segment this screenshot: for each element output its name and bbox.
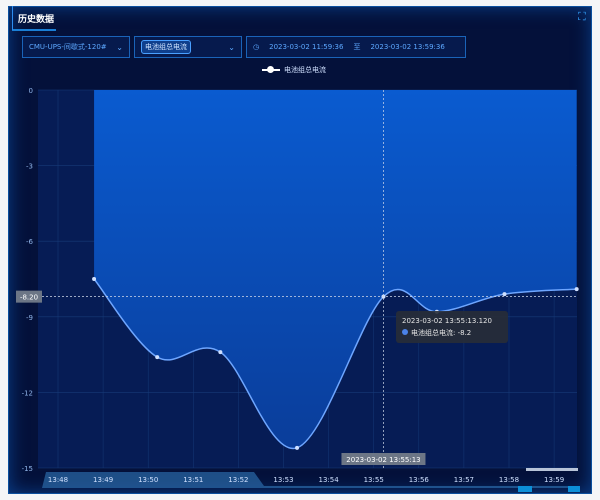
data-point (155, 355, 160, 360)
zoom-handle-right[interactable] (568, 486, 580, 492)
y-tick-label: -12 (22, 389, 33, 397)
data-point (574, 287, 579, 292)
x-tick-label: 13:51 (183, 476, 203, 484)
x-tick-label: 13:52 (228, 476, 248, 484)
chevron-down-icon: ⌄ (228, 42, 235, 52)
x-tick-label: 13:57 (454, 476, 474, 484)
tooltip-series: 电池组总电流 (411, 329, 453, 337)
x-tick-label: 13:59 (544, 476, 564, 484)
y-tick-label: -3 (26, 163, 33, 171)
metric-tag[interactable]: 电池组总电流 (141, 40, 191, 54)
zoom-handle-left[interactable] (518, 486, 532, 492)
tooltip: 2023-03-02 13:55:13.120 电池组总电流: -8.2 (396, 311, 508, 343)
area-fill (94, 90, 577, 449)
end-date[interactable]: 2023-03-02 13:59:36 (370, 43, 445, 51)
clock-icon: ◷ (253, 43, 260, 51)
data-point (502, 292, 507, 297)
x-tick-label: 13:53 (273, 476, 293, 484)
date-range-picker[interactable]: ◷ 2023-03-02 11:59:36 至 2023-03-02 13:59:36 (246, 36, 466, 58)
data-point (218, 350, 223, 355)
data-point (295, 445, 300, 450)
y-tick-label: -15 (22, 465, 33, 473)
x-tick-label: 13:48 (48, 476, 68, 484)
legend-label: 电池组总电流 (284, 66, 326, 74)
zoom-slider-bar (526, 468, 578, 471)
legend[interactable]: 电池组总电流 (262, 65, 326, 75)
x-pointer-badge (341, 453, 426, 465)
series-line (93, 278, 577, 450)
device-select[interactable]: CMU-UPS-间歇式-120# ⌄ (22, 36, 130, 58)
fullscreen-icon[interactable]: ⛶ (578, 10, 586, 23)
x-tick-label: 13:55 (364, 476, 384, 484)
x-tick-label: 13:54 (319, 476, 340, 484)
y-pointer-badge (16, 290, 42, 303)
legend-marker (262, 66, 280, 73)
range-separator: 至 (353, 43, 361, 51)
metric-select[interactable]: 电池组总电流 ⌄ (134, 36, 242, 58)
x-pointer-label: 2023-03-02 13:55:13 (346, 456, 420, 464)
x-tick-label: 13:49 (93, 476, 113, 484)
y-tick-label: 0 (29, 87, 33, 95)
x-tick-label: 13:56 (409, 476, 430, 484)
y-tick-label: -9 (26, 314, 33, 322)
y-tick-label: -6 (26, 238, 34, 246)
x-tick-label: 13:58 (499, 476, 519, 484)
device-value: CMU-UPS-间歇式-120# (29, 43, 107, 51)
tooltip-value: -8.2 (457, 329, 472, 337)
y-pointer-label: -8.20 (20, 294, 38, 302)
x-tick-label: 13:50 (138, 476, 158, 484)
series-dot (402, 329, 408, 335)
zoom-slider-track (42, 472, 575, 488)
panel-title: 历史数据 (12, 6, 57, 31)
chevron-down-icon: ⌄ (116, 42, 123, 52)
data-point (92, 277, 97, 281)
start-date[interactable]: 2023-03-02 11:59:36 (269, 43, 344, 51)
tooltip-time: 2023-03-02 13:55:13.120 (402, 317, 492, 325)
